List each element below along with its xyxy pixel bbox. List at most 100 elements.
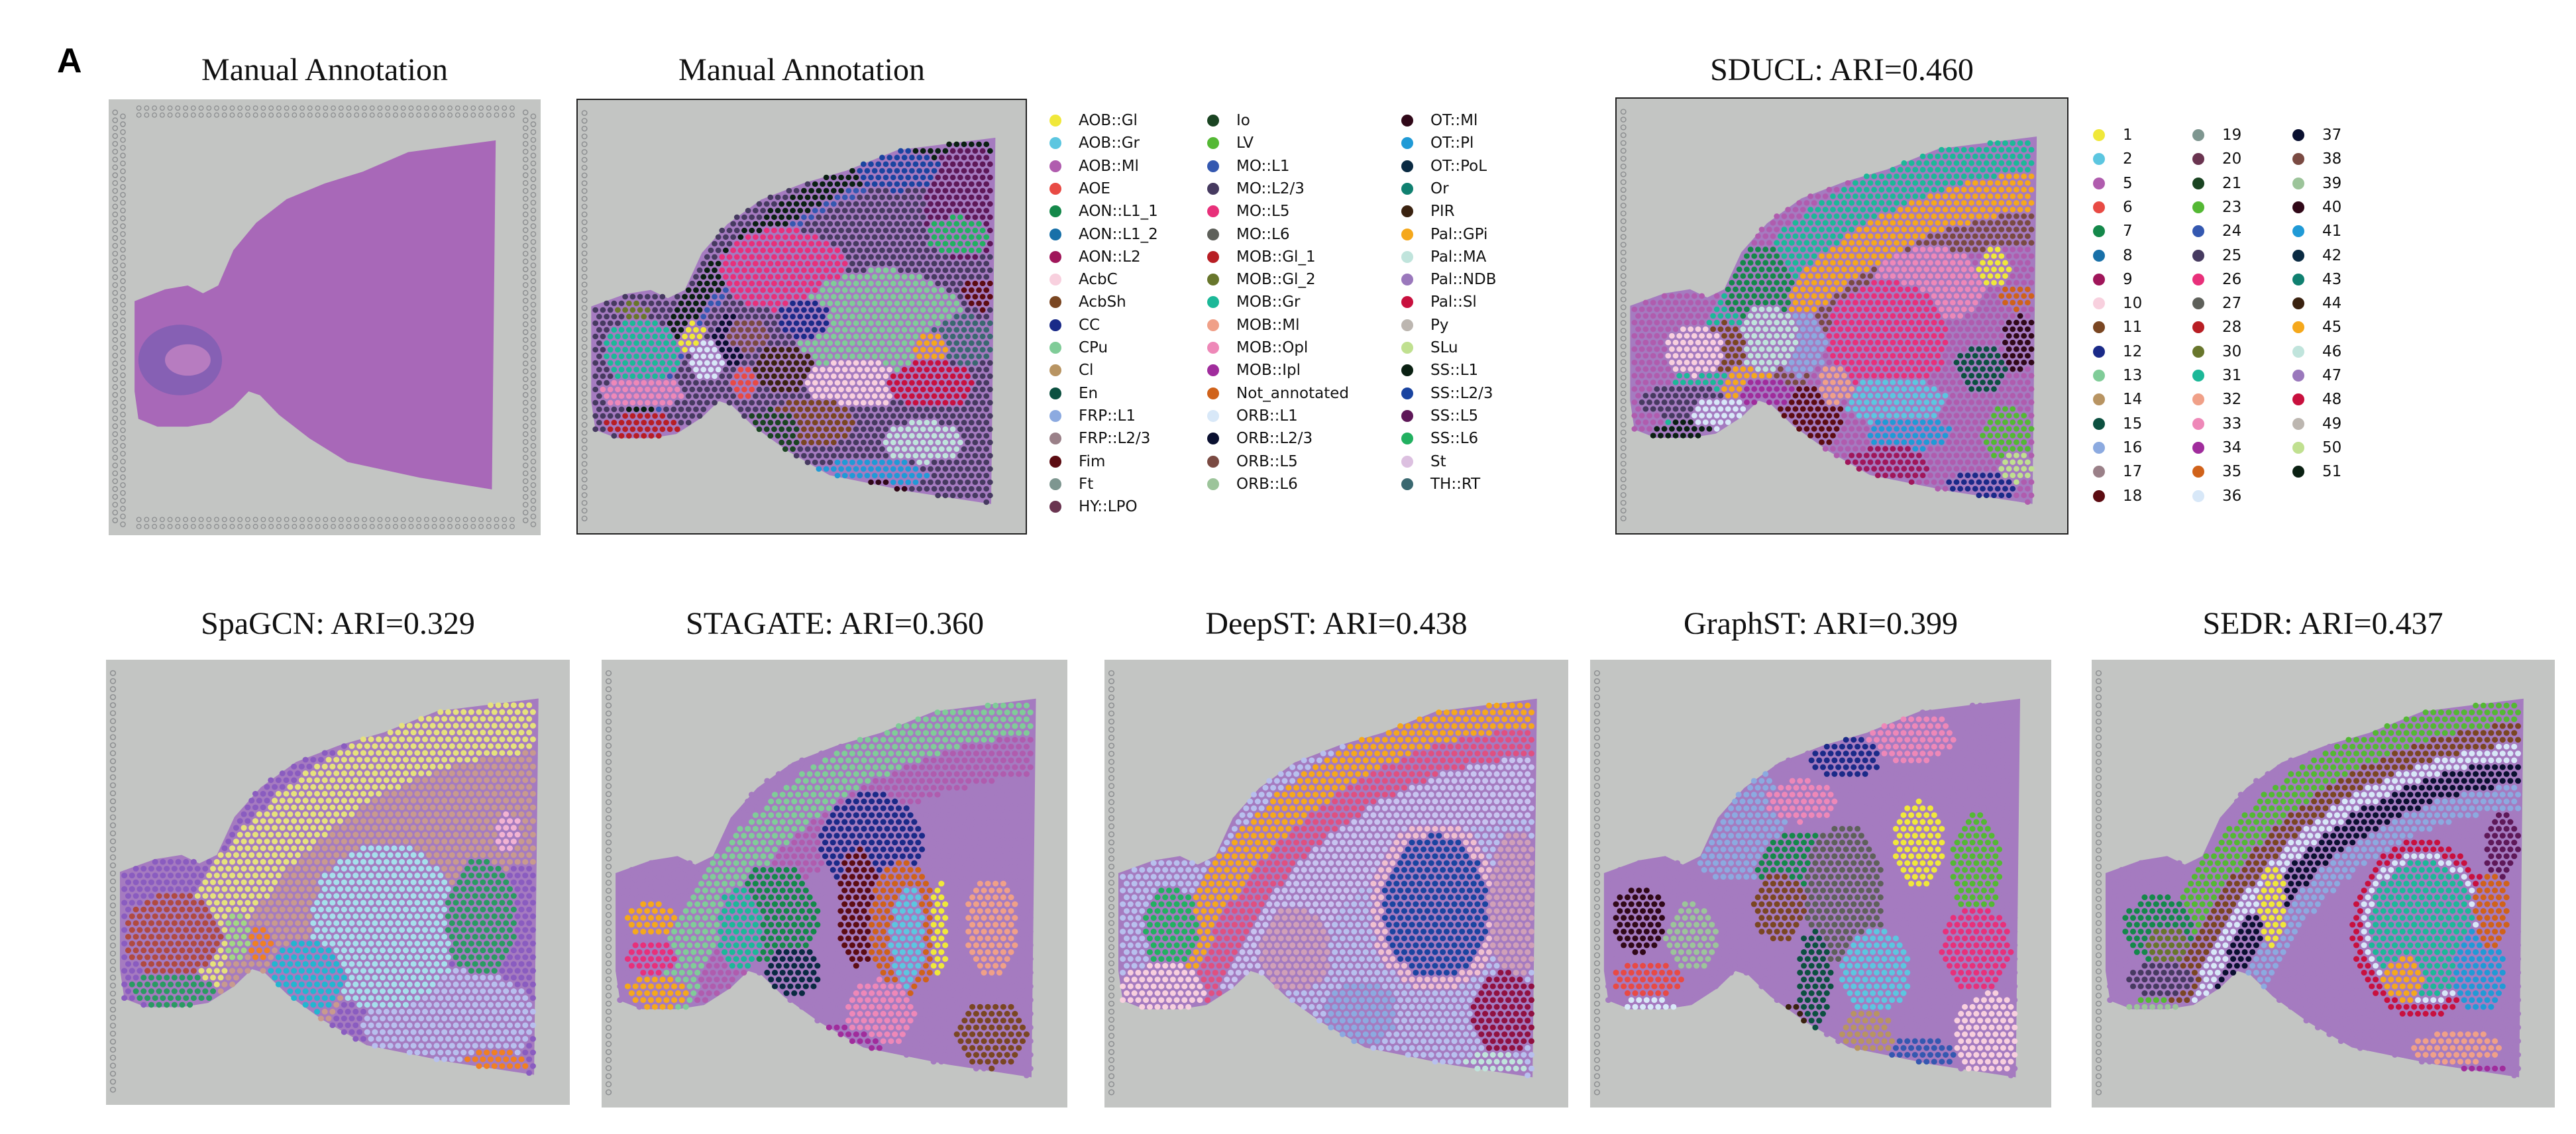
spot (622, 293, 629, 300)
spot (1901, 213, 1907, 219)
fiducial-spot (1620, 312, 1627, 319)
spot (1935, 486, 1941, 492)
spot (437, 777, 444, 784)
spot (894, 168, 900, 174)
spot (314, 791, 321, 797)
spot (1976, 253, 1982, 259)
spot (949, 452, 956, 459)
spot (514, 763, 521, 770)
spot (965, 240, 971, 247)
spot (1819, 373, 1825, 379)
fiducial-spot (530, 364, 537, 371)
fiducial-spot (109, 886, 117, 893)
spot (1901, 227, 1907, 232)
spot (1710, 393, 1716, 399)
fiducial-spot (136, 112, 142, 118)
spot (414, 750, 421, 756)
spot (853, 293, 859, 300)
spot (1777, 326, 1784, 333)
spot (871, 459, 878, 466)
spot (823, 214, 830, 221)
spot (1668, 306, 1675, 313)
spot (778, 333, 785, 340)
spot (1788, 213, 1795, 219)
spot (1826, 373, 1833, 379)
spot (1882, 472, 1889, 479)
spot (853, 174, 859, 181)
spot (1960, 253, 1967, 259)
spot (1890, 167, 1896, 173)
spot (2028, 386, 2035, 392)
spot (820, 366, 826, 373)
spot (938, 234, 945, 240)
sducl-spatial-plot (1615, 97, 2068, 535)
fiducial-spot (530, 380, 537, 386)
spot (763, 254, 770, 260)
spot (935, 479, 941, 486)
spot (875, 333, 882, 340)
spot (804, 380, 811, 386)
spot (633, 327, 639, 333)
spot (760, 313, 766, 320)
fiducial-spot (109, 670, 117, 676)
spot (763, 360, 770, 366)
fiducial-spot (478, 517, 484, 523)
spot (801, 386, 807, 393)
spot (2028, 266, 2035, 272)
spot (935, 227, 941, 234)
spot (853, 320, 859, 327)
spot (942, 280, 949, 287)
spot (2013, 439, 2019, 445)
spot (480, 743, 486, 749)
spot (1646, 346, 1652, 352)
spot (931, 486, 938, 492)
spot (1845, 352, 1851, 359)
fiducial-spot (581, 507, 588, 514)
spot (871, 221, 878, 227)
spot (733, 399, 740, 406)
fiducial-spot (120, 497, 126, 504)
spot (1668, 399, 1675, 405)
spot (1987, 406, 1994, 412)
fiducial-spot (109, 990, 117, 997)
spot (976, 221, 982, 227)
spot (1680, 352, 1686, 359)
spot (2013, 266, 2019, 272)
fiducial-spot (112, 140, 119, 147)
spot (1927, 220, 1933, 226)
spot (1860, 246, 1866, 252)
spot (655, 380, 662, 386)
fiducial-spot (120, 246, 126, 253)
spot (752, 274, 759, 280)
spot (883, 439, 889, 446)
spot (345, 777, 351, 784)
spot (1856, 333, 1862, 339)
fiducial-spot (522, 360, 529, 367)
spot (1830, 246, 1836, 252)
spot (901, 340, 908, 346)
spot (674, 360, 680, 366)
spot (1807, 326, 1813, 333)
spot (2010, 313, 2016, 319)
fiducial-spot (120, 207, 126, 214)
spot (1672, 313, 1679, 319)
spot (391, 777, 398, 784)
spot (689, 386, 696, 393)
spot (928, 479, 934, 486)
fiducial-spot (346, 523, 352, 529)
spot (622, 307, 629, 313)
spot (472, 784, 478, 790)
spot (730, 380, 737, 386)
spot (425, 756, 432, 763)
spot (752, 406, 759, 413)
spot (942, 148, 949, 154)
spot (607, 360, 614, 366)
spot (1777, 313, 1784, 319)
spot (1785, 299, 1792, 306)
spot (674, 413, 680, 419)
spot (1830, 193, 1836, 199)
spot (830, 399, 837, 406)
spot (808, 267, 814, 274)
spot (1976, 174, 1982, 180)
spot (905, 320, 912, 327)
